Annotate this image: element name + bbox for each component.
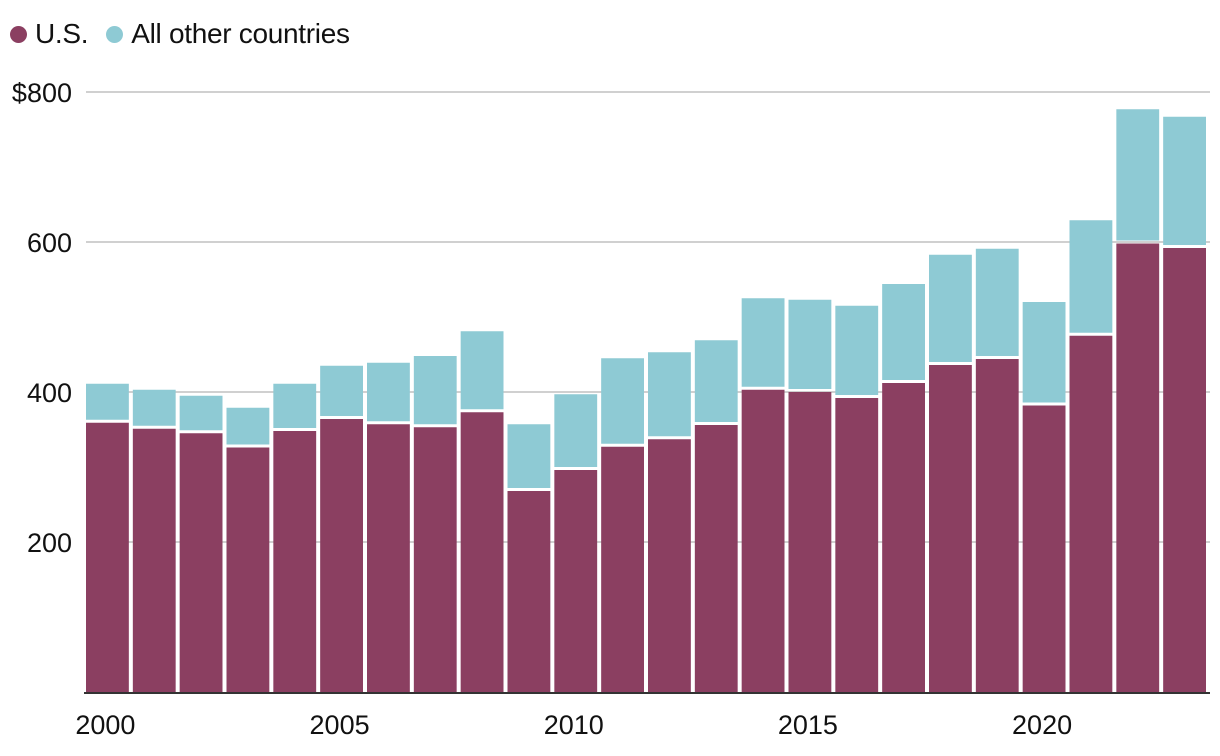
bar-us-2002 <box>179 433 223 692</box>
x-tick-label-2015: 2015 <box>778 710 838 740</box>
bar-other-2007 <box>413 356 457 425</box>
bar-other-2022 <box>1116 109 1160 241</box>
bar-us-2005 <box>320 419 363 692</box>
legend-label-other: All other countries <box>131 18 350 49</box>
bar-us-2009 <box>507 491 551 692</box>
bar-us-2021 <box>1069 335 1113 692</box>
legend-item-other: All other countries <box>106 18 350 50</box>
legend-item-us: U.S. <box>10 18 89 50</box>
bar-other-2001 <box>132 389 176 426</box>
bar-us-2007 <box>413 427 457 692</box>
y-axis-labels: 200 400 600 $800 <box>12 78 72 558</box>
bar-other-2013 <box>694 340 738 422</box>
legend-label-us: U.S. <box>35 18 89 49</box>
bar-other-2009 <box>507 424 551 488</box>
bar-us-2013 <box>694 425 738 692</box>
y-tick-label-200: 200 <box>27 528 72 558</box>
bar-other-2020 <box>1022 302 1066 403</box>
bars <box>86 109 1206 692</box>
bar-us-2012 <box>648 439 691 692</box>
bar-other-2015 <box>788 299 832 389</box>
bar-us-2023 <box>1163 248 1206 692</box>
bar-other-2014 <box>741 298 785 387</box>
bar-us-2008 <box>460 412 504 692</box>
bar-other-2006 <box>367 362 410 422</box>
bar-us-2014 <box>741 389 785 692</box>
bar-us-2022 <box>1116 243 1160 692</box>
legend-swatch-other-icon <box>106 25 124 43</box>
y-tick-label-800: $800 <box>12 78 72 108</box>
bar-us-2019 <box>975 359 1019 692</box>
x-tick-label-2000: 2000 <box>75 710 135 740</box>
bar-other-2003 <box>226 407 270 445</box>
bar-us-2006 <box>367 424 410 692</box>
bar-other-2010 <box>554 394 598 467</box>
legend-swatch-us-icon <box>10 25 27 43</box>
bar-other-2021 <box>1069 220 1113 333</box>
x-axis: 2000 2005 2010 2015 2020 <box>75 692 1210 740</box>
x-tick-label-2020: 2020 <box>1012 710 1072 740</box>
legend: U.S. All other countries <box>10 16 368 52</box>
bar-us-2018 <box>929 365 972 692</box>
y-tick-label-600: 600 <box>27 228 72 258</box>
bar-other-2017 <box>882 284 925 380</box>
bar-other-2004 <box>273 383 317 428</box>
x-tick-label-2010: 2010 <box>544 710 604 740</box>
bar-other-2016 <box>835 305 879 395</box>
bar-us-2015 <box>788 392 832 692</box>
bar-other-2008 <box>460 331 504 410</box>
x-tick-label-2005: 2005 <box>310 710 370 740</box>
bar-us-2017 <box>882 383 925 692</box>
bar-other-2018 <box>929 254 972 362</box>
bar-us-2020 <box>1022 405 1066 692</box>
bar-other-2019 <box>975 248 1019 356</box>
bar-us-2004 <box>273 431 317 692</box>
bar-us-2016 <box>835 398 879 692</box>
bar-us-2000 <box>86 422 129 692</box>
bar-us-2001 <box>132 428 176 692</box>
y-tick-label-400: 400 <box>27 378 72 408</box>
bar-other-2023 <box>1163 116 1206 245</box>
bar-us-2010 <box>554 470 598 692</box>
bar-other-2012 <box>648 352 691 437</box>
bar-us-2011 <box>601 446 644 692</box>
bar-us-2003 <box>226 447 270 692</box>
bar-other-2002 <box>179 395 223 431</box>
bar-other-2011 <box>601 358 644 444</box>
bar-other-2005 <box>320 365 363 416</box>
bar-other-2000 <box>86 383 129 420</box>
